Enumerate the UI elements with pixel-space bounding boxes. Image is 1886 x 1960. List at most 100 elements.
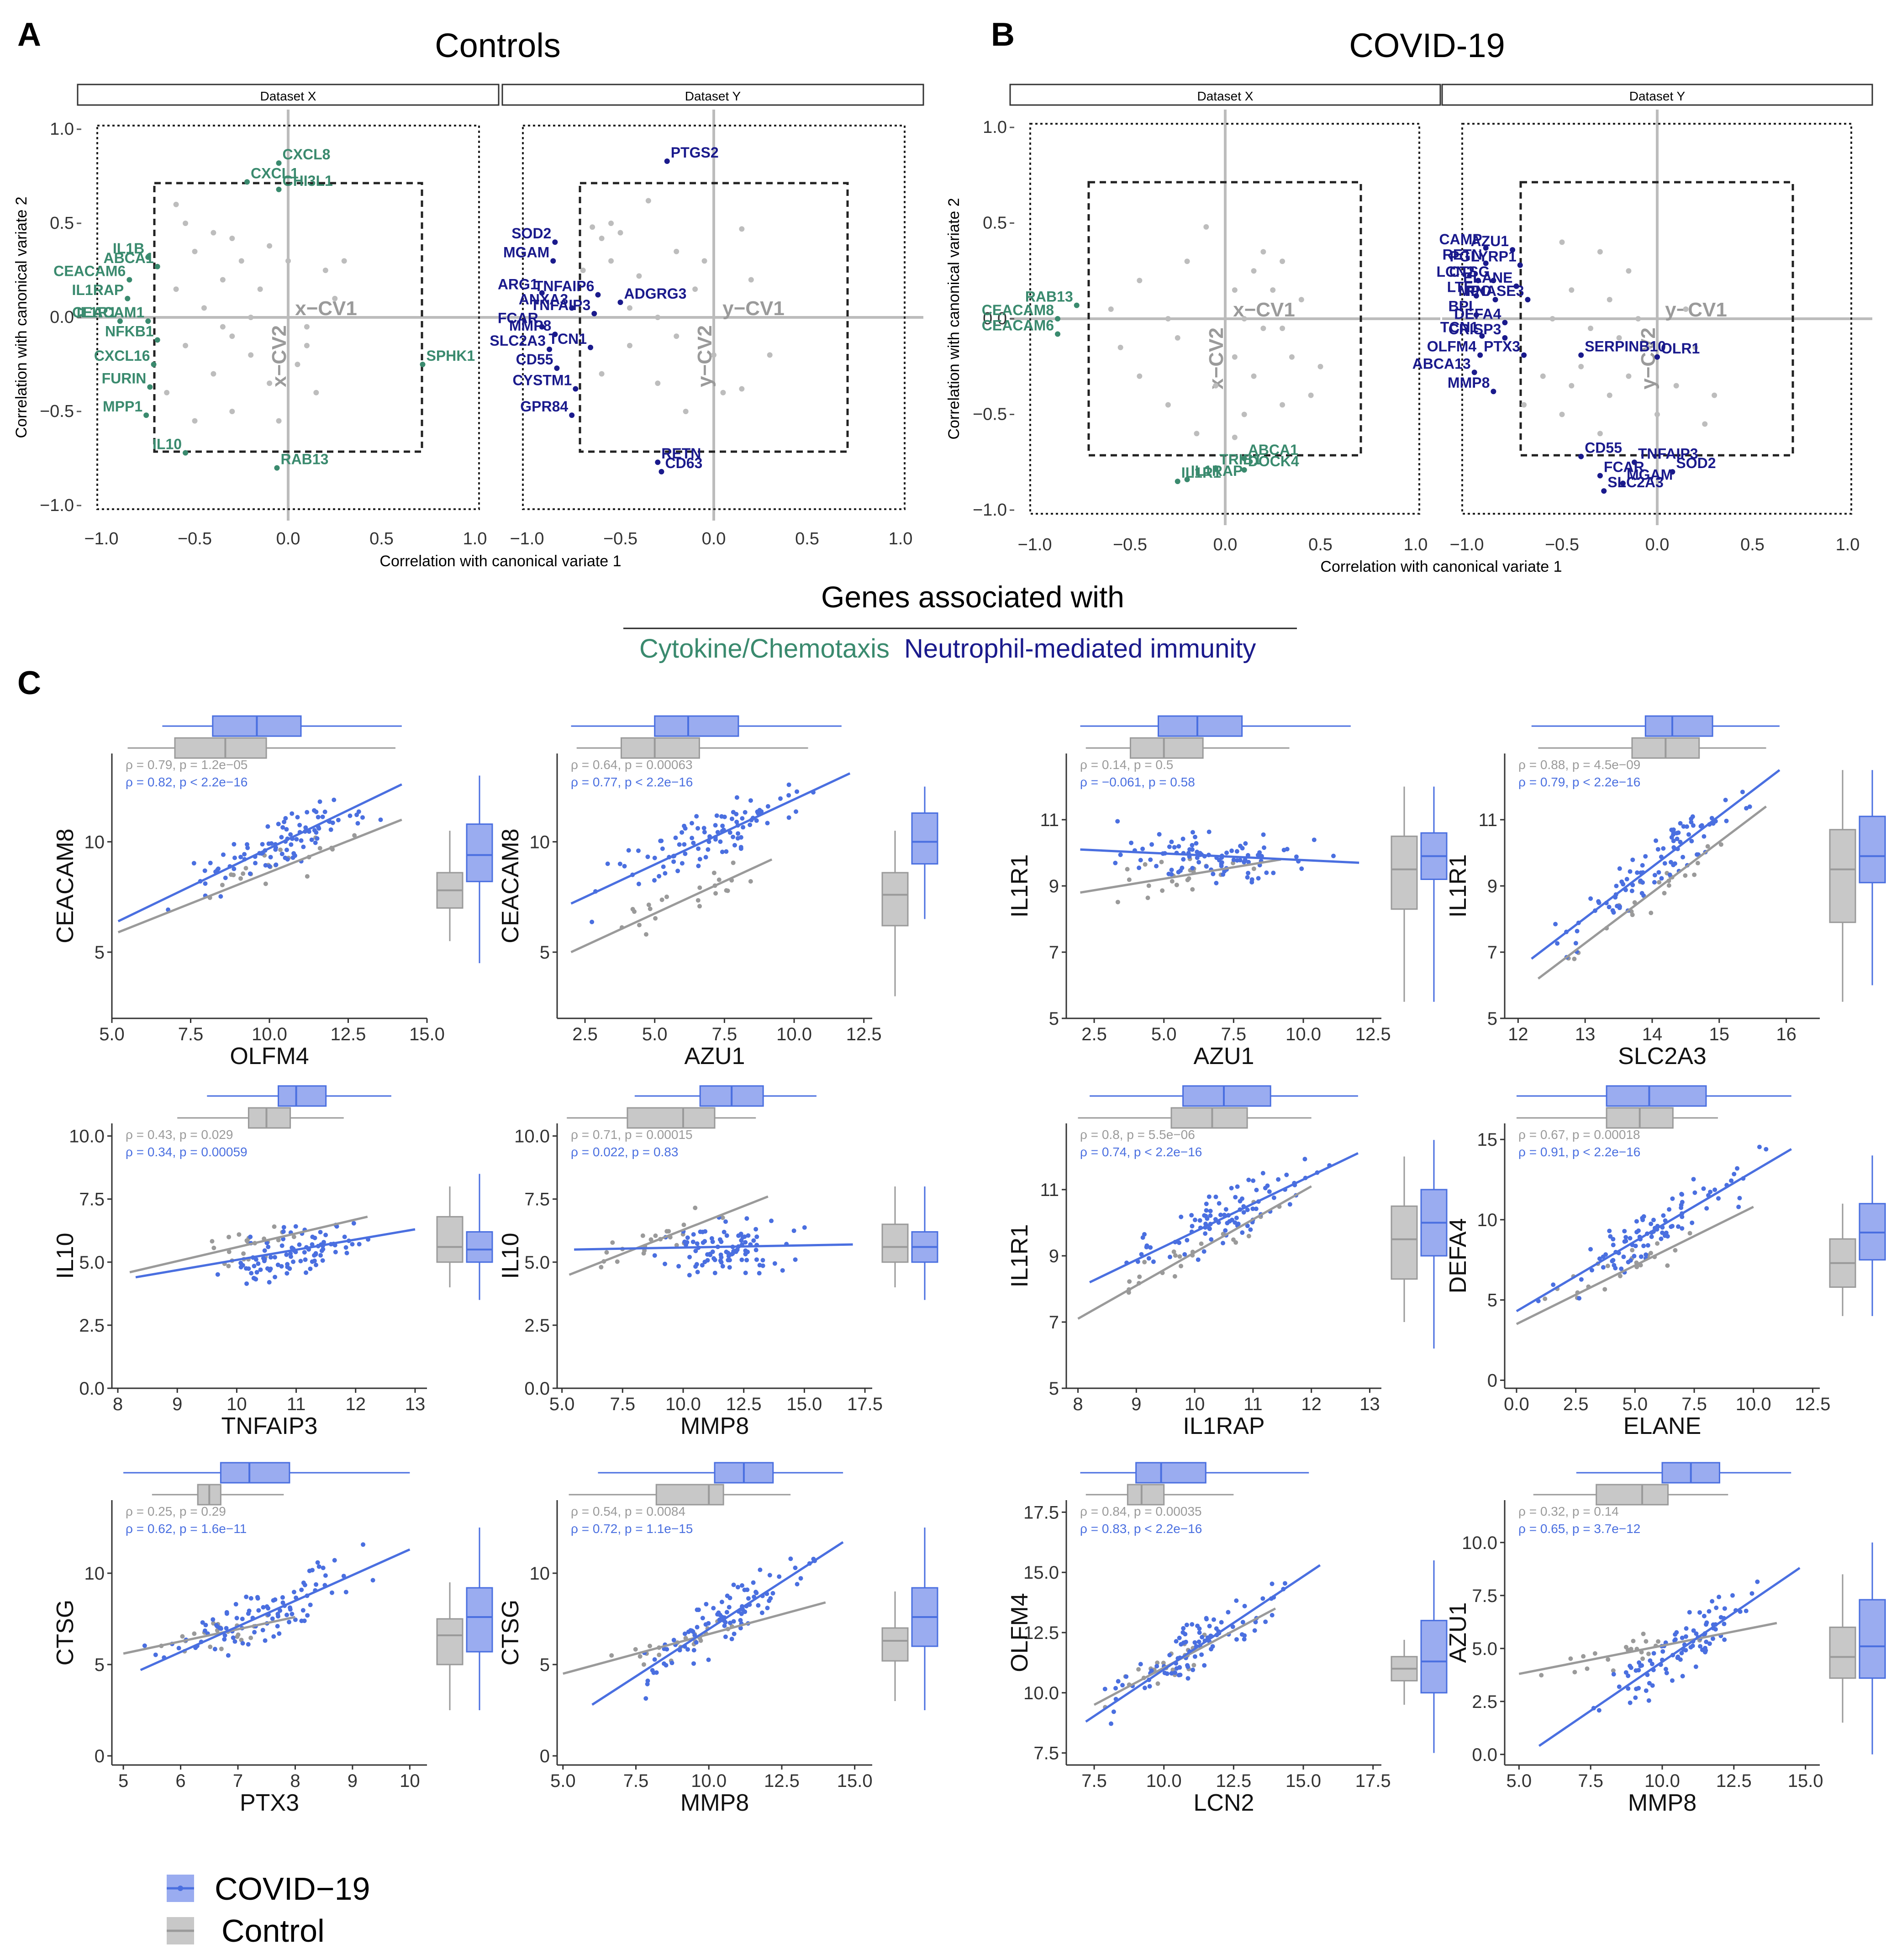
- covid-point: [720, 823, 725, 828]
- y-cv1-label: y−CV1: [1665, 299, 1727, 321]
- covid-point: [1196, 1639, 1201, 1644]
- gene-point: [420, 362, 426, 367]
- covid-point: [731, 834, 736, 839]
- covid-point: [664, 1663, 669, 1668]
- box: [911, 812, 938, 865]
- variable-point: [1626, 268, 1632, 274]
- variable-point: [1607, 297, 1612, 303]
- covid-point: [1113, 1686, 1118, 1691]
- gene-point: [547, 347, 553, 353]
- covid-point: [739, 1257, 744, 1262]
- covid-point: [1641, 1214, 1646, 1219]
- covid-point: [232, 855, 237, 860]
- variable-point: [1549, 316, 1555, 321]
- top-covid-boxplot: [1531, 715, 1780, 737]
- covid-point: [1167, 1254, 1172, 1259]
- control-point: [237, 1232, 242, 1237]
- covid-point: [1229, 1217, 1234, 1222]
- gene-label: CD63: [665, 455, 702, 471]
- covid-point: [1736, 1204, 1741, 1209]
- x-tick-label: 7.5: [1681, 1394, 1707, 1414]
- y-tick-label: −0.5: [973, 405, 1007, 424]
- gene-point: [145, 254, 151, 260]
- covid-point: [694, 1262, 699, 1267]
- covid-point: [1124, 1674, 1129, 1679]
- covid-point: [1757, 1144, 1762, 1149]
- legend-neutrophil: Neutrophil-mediated immunity: [904, 634, 1256, 664]
- covid-point: [1596, 900, 1602, 905]
- gene-label: IL1R1: [77, 304, 116, 321]
- variable-point: [1654, 411, 1660, 417]
- gene-label: FCAR: [1604, 459, 1644, 475]
- control-point: [1172, 1274, 1177, 1279]
- x-tick-label: 0.5: [1308, 535, 1333, 554]
- covid-point: [1284, 1172, 1289, 1177]
- covid-point: [1693, 1664, 1698, 1669]
- covid-point: [1245, 875, 1250, 880]
- gene-label: RNASE3: [1465, 283, 1524, 299]
- covid-point: [795, 1582, 800, 1587]
- y-tick-label: 9: [1049, 1246, 1059, 1266]
- y-axis-title: IL10: [497, 1233, 524, 1279]
- covid-point: [1707, 1641, 1712, 1646]
- gene-point: [143, 412, 149, 418]
- control-point: [1174, 882, 1179, 887]
- covid-point: [313, 1263, 318, 1268]
- gene-label: CHI3L1: [283, 173, 333, 189]
- covid-point: [1206, 1194, 1212, 1199]
- covid-point: [1626, 1686, 1631, 1691]
- covid-point: [652, 1657, 657, 1662]
- covid-point: [342, 1234, 347, 1239]
- covid-point: [1644, 1688, 1649, 1693]
- covid-point: [378, 817, 383, 822]
- control-point: [641, 1251, 646, 1256]
- covid-point: [702, 830, 707, 835]
- covid-point: [303, 1257, 308, 1262]
- covid-point: [675, 869, 680, 874]
- covid-point: [320, 1258, 325, 1263]
- y-tick-label: 10.0: [1462, 1533, 1497, 1553]
- gene-point: [617, 300, 623, 306]
- covid-point: [304, 1270, 309, 1275]
- covid-point: [1702, 834, 1707, 839]
- covid-point: [240, 1641, 245, 1646]
- covid-point: [645, 854, 650, 859]
- covid-point: [1667, 872, 1672, 877]
- covid-point: [732, 1631, 737, 1636]
- covid-point: [663, 871, 668, 876]
- covid-point: [231, 1635, 236, 1640]
- covid-point: [659, 838, 664, 843]
- control-point: [731, 860, 736, 865]
- covid-point: [1248, 1227, 1253, 1232]
- covid-point: [1263, 1619, 1268, 1624]
- x-tick-label: 12.5: [1716, 1771, 1752, 1791]
- covid-point: [1680, 1674, 1685, 1679]
- box: [1859, 816, 1886, 884]
- covid-point: [1635, 870, 1640, 875]
- covid-point: [305, 810, 310, 815]
- variable-point: [1232, 434, 1238, 440]
- covid-point: [1195, 849, 1200, 854]
- x-tick-label: 10.0: [776, 1024, 812, 1044]
- covid-point: [1294, 854, 1299, 859]
- covid-point: [743, 810, 748, 815]
- inner-circle-box: [1519, 181, 1794, 457]
- gene-point: [1055, 316, 1061, 321]
- y-tick-label: 2.5: [524, 1316, 550, 1336]
- y-tick-label: 5: [540, 943, 550, 963]
- covid-point: [314, 809, 319, 814]
- gene-label: SPHK1: [426, 348, 475, 364]
- x-tick-label: −0.5: [178, 529, 212, 548]
- covid-point: [1680, 1200, 1685, 1205]
- covid-point: [741, 825, 746, 830]
- control-point: [263, 881, 268, 886]
- y-tick-label: 12.5: [1023, 1623, 1059, 1643]
- gene-point: [655, 459, 661, 465]
- covid-point: [321, 1240, 326, 1245]
- control-point: [1179, 1264, 1184, 1269]
- covid-point: [1740, 790, 1745, 795]
- gene-point: [550, 258, 556, 264]
- gene-point: [183, 450, 189, 456]
- covid-point: [738, 845, 743, 850]
- covid-point: [280, 1595, 285, 1600]
